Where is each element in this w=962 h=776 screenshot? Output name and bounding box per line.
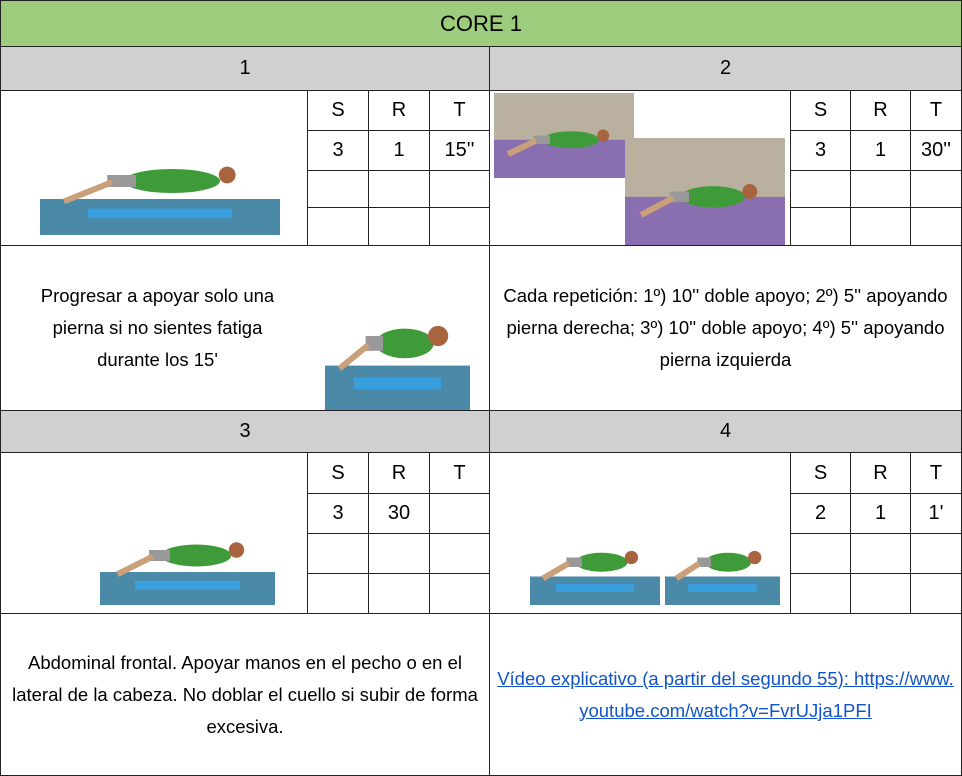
- column-header: S: [790, 452, 851, 494]
- photo-part: [742, 184, 758, 199]
- photo-part: [124, 169, 220, 193]
- empty-cell: [429, 207, 490, 246]
- photo-part: [566, 557, 582, 567]
- column-header: R: [850, 452, 911, 494]
- empty-cell: [368, 573, 430, 614]
- photo-part: [337, 342, 371, 371]
- table-value: 15'': [429, 130, 490, 171]
- column-header: R: [368, 90, 430, 131]
- table-value: 30'': [910, 130, 962, 171]
- exercise-photo: [40, 115, 280, 235]
- empty-cell: [910, 207, 962, 246]
- photo-part: [427, 325, 449, 347]
- table-value: 3: [790, 130, 851, 171]
- table-value: 30: [368, 493, 430, 534]
- table-value: 1: [850, 130, 911, 171]
- empty-cell: [307, 533, 369, 574]
- photo-part: [624, 550, 639, 565]
- empty-cell: [850, 207, 911, 246]
- photo-part: [161, 544, 232, 567]
- photo-part: [541, 560, 571, 581]
- photo-part: [533, 135, 550, 144]
- photo-part: [639, 195, 675, 218]
- photo-part: [688, 584, 757, 592]
- table-value: 3: [307, 130, 369, 171]
- exercise-photo: [325, 262, 470, 410]
- empty-cell: [850, 573, 911, 614]
- empty-cell: [910, 573, 962, 614]
- exercise-photo: [100, 495, 275, 605]
- empty-cell: [790, 170, 851, 208]
- note: Cada repetición: 1º) 10'' doble apoyo; 2…: [489, 245, 962, 411]
- exercise-photo: [665, 510, 780, 605]
- photo-part: [705, 552, 752, 572]
- photo-part: [354, 377, 441, 390]
- empty-cell: [429, 533, 490, 574]
- empty-cell: [368, 170, 430, 208]
- empty-cell: [368, 207, 430, 246]
- photo-part: [669, 191, 689, 203]
- photo-part: [681, 186, 745, 208]
- photo-part: [375, 328, 434, 359]
- sheet-title: CORE 1: [0, 0, 962, 47]
- empty-cell: [307, 573, 369, 614]
- empty-cell: [850, 533, 911, 574]
- empty-cell: [429, 170, 490, 208]
- photo-part: [218, 166, 236, 184]
- note: Vídeo explicativo (a partir del segundo …: [489, 613, 962, 776]
- photo-part: [674, 560, 702, 581]
- empty-cell: [790, 533, 851, 574]
- photo-part: [62, 179, 114, 205]
- column-header: T: [910, 90, 962, 131]
- exercise-number: 3: [0, 410, 490, 453]
- photo-part: [575, 552, 628, 572]
- table-value: 2: [790, 493, 851, 534]
- exercise-number: 2: [489, 46, 962, 91]
- empty-cell: [910, 170, 962, 208]
- table-value: 1: [850, 493, 911, 534]
- photo-part: [556, 584, 634, 592]
- photo-part: [697, 557, 711, 567]
- column-header: R: [368, 452, 430, 494]
- photo-part: [597, 129, 610, 142]
- photo-part: [543, 131, 599, 149]
- column-header: T: [910, 452, 962, 494]
- exercise-number: 4: [489, 410, 962, 453]
- column-header: S: [307, 90, 369, 131]
- exercise-photo: [625, 138, 785, 245]
- column-header: T: [429, 90, 490, 131]
- note: Abdominal frontal. Apoyar manos en el pe…: [0, 613, 490, 776]
- empty-cell: [790, 573, 851, 614]
- empty-cell: [307, 170, 369, 208]
- column-header: S: [307, 452, 369, 494]
- exercise-photo: [494, 93, 634, 178]
- empty-cell: [368, 533, 430, 574]
- table-value: 1: [368, 130, 430, 171]
- table-value: 3: [307, 493, 369, 534]
- empty-cell: [850, 170, 911, 208]
- photo-part: [135, 580, 240, 590]
- exercise-photo: [530, 510, 660, 605]
- column-header: S: [790, 90, 851, 131]
- exercise-number: 1: [0, 46, 490, 91]
- column-header: T: [429, 452, 490, 494]
- photo-part: [748, 550, 762, 565]
- photo-part: [506, 137, 538, 157]
- column-header: R: [850, 90, 911, 131]
- photo-part: [116, 553, 154, 577]
- photo-part: [149, 550, 170, 561]
- photo-part: [88, 208, 232, 219]
- empty-cell: [307, 207, 369, 246]
- video-link[interactable]: Vídeo explicativo (a partir del segundo …: [497, 667, 954, 721]
- table-value: 1': [910, 493, 962, 534]
- photo-part: [228, 542, 245, 558]
- empty-cell: [429, 573, 490, 614]
- empty-cell: [429, 493, 490, 534]
- empty-cell: [790, 207, 851, 246]
- photo-part: [107, 175, 136, 187]
- empty-cell: [910, 533, 962, 574]
